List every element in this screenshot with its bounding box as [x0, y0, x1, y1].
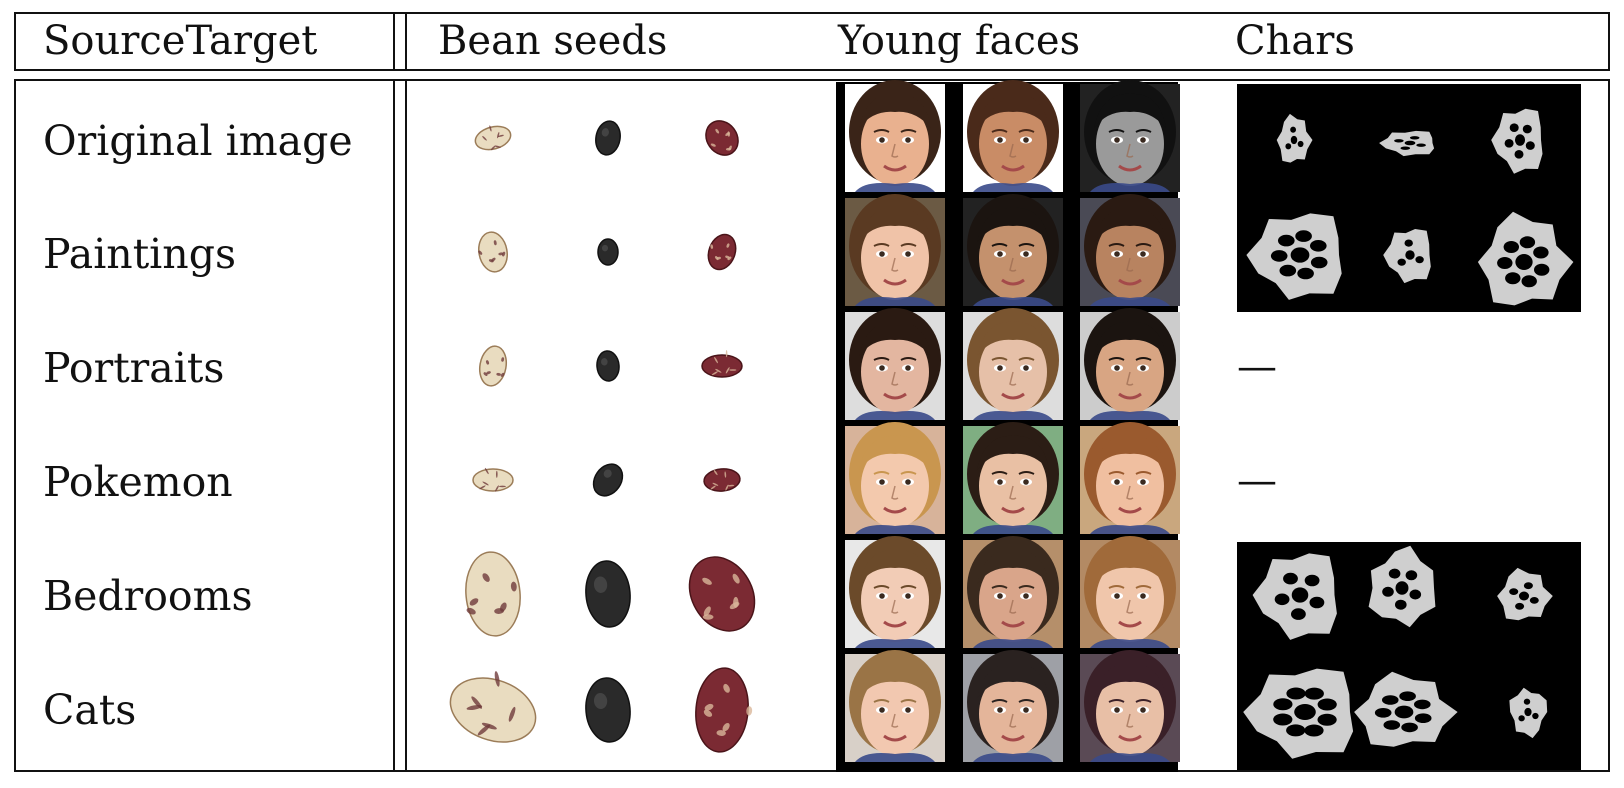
young-face-photo — [845, 80, 945, 192]
char-blob — [1276, 113, 1313, 163]
young-face-photo — [963, 536, 1063, 648]
char-blob — [1491, 108, 1543, 174]
bean-seed-black — [596, 350, 620, 382]
young-face-photo — [1080, 80, 1180, 192]
young-face-photo — [1080, 650, 1180, 762]
char-blob — [1368, 545, 1436, 628]
header-bean-seeds: Bean seeds — [438, 18, 667, 64]
young-face-photo — [963, 422, 1063, 534]
bean-seed-speckled-maroon — [705, 120, 739, 156]
young-face-photo — [963, 80, 1063, 192]
young-face-photo — [1080, 422, 1180, 534]
young-face-photo — [845, 650, 945, 762]
row-label-cats: Cats — [43, 686, 136, 734]
char-blob — [1497, 567, 1553, 621]
bean-seed-speckled-maroon — [703, 468, 741, 492]
chars-grid: — — — [1237, 84, 1581, 770]
bean-seed-speckled-cream — [478, 231, 508, 273]
bean-seed-black — [595, 120, 621, 156]
bean-seeds-grid — [449, 120, 756, 753]
young-face-photo — [845, 536, 945, 648]
row-label-bedrooms: Bedrooms — [43, 572, 253, 620]
char-blob — [1379, 130, 1435, 157]
row-label-pokemon: Pokemon — [43, 458, 233, 506]
young-face-photo — [1080, 308, 1180, 420]
bean-seed-speckled-cream — [474, 125, 512, 151]
row-label-paintings: Paintings — [43, 230, 236, 278]
bean-seed-speckled-maroon — [695, 667, 753, 753]
header-young-faces: Young faces — [837, 18, 1080, 64]
char-blob — [1354, 671, 1458, 747]
young-face-photo — [1080, 536, 1180, 648]
bean-seed-black — [585, 560, 631, 628]
row-labels: Original image Paintings Portraits Pokem… — [43, 117, 353, 734]
young-face-photo — [963, 194, 1063, 306]
header-chars: Chars — [1235, 18, 1355, 64]
bean-seed-speckled-maroon — [701, 350, 743, 378]
char-blob — [1509, 687, 1548, 739]
young-face-photo — [845, 308, 945, 420]
chars-dash-portraits: — — [1237, 344, 1277, 390]
bean-seed-black — [592, 463, 624, 497]
char-blob — [1477, 211, 1574, 306]
chars-dash-pokemon: — — [1237, 458, 1277, 504]
header-source-target: SourceTarget — [43, 18, 317, 64]
bean-seed-speckled-maroon — [688, 556, 756, 632]
bean-seed-speckled-maroon — [707, 233, 737, 271]
char-blob — [1246, 213, 1342, 300]
young-face-photo — [1080, 194, 1180, 306]
row-label-portraits: Portraits — [43, 344, 224, 392]
bean-seed-black — [585, 677, 631, 743]
char-blob — [1243, 668, 1354, 759]
bean-seed-speckled-cream — [472, 467, 514, 492]
char-blob — [1383, 229, 1431, 284]
young-faces-grid — [836, 80, 1180, 772]
bean-seed-speckled-cream — [449, 671, 537, 743]
bean-seed-black — [597, 238, 619, 266]
table-rules — [14, 12, 1610, 772]
young-face-photo — [845, 422, 945, 534]
young-face-photo — [963, 650, 1063, 762]
char-blobs — [1243, 108, 1574, 759]
row-label-original-image: Original image — [43, 117, 353, 165]
char-blob — [1252, 553, 1337, 640]
young-face-photo — [845, 194, 945, 306]
bean-seed-speckled-cream — [465, 551, 521, 637]
young-face-photo — [963, 308, 1063, 420]
bean-seed-speckled-cream — [478, 345, 508, 387]
